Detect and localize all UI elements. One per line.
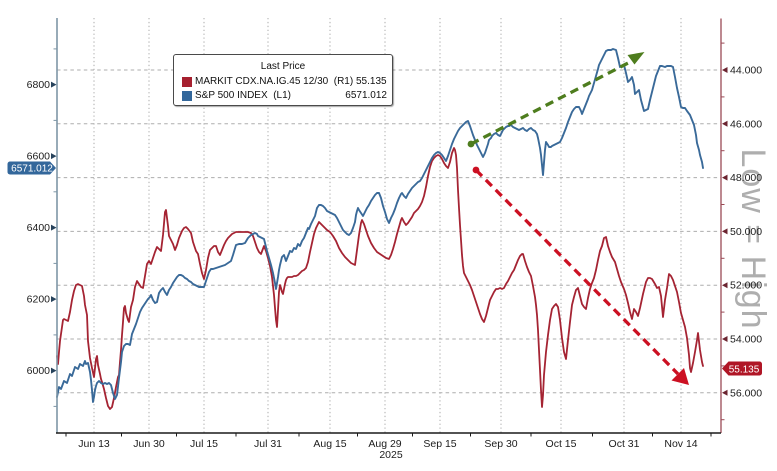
svg-text:48.000: 48.000 (730, 172, 762, 184)
svg-text:Oct 15: Oct 15 (546, 438, 577, 450)
svg-text:Jun 13: Jun 13 (78, 438, 110, 450)
svg-text:Sep 30: Sep 30 (484, 438, 517, 450)
svg-text:Oct 31: Oct 31 (609, 438, 640, 450)
svg-text:6000: 6000 (27, 365, 51, 377)
svg-text:6571.012: 6571.012 (11, 164, 53, 175)
svg-text:2025: 2025 (379, 449, 403, 461)
svg-text:6600: 6600 (27, 151, 51, 163)
svg-text:56.000: 56.000 (730, 387, 762, 399)
svg-text:Aug 15: Aug 15 (313, 438, 346, 450)
svg-text:54.000: 54.000 (730, 334, 762, 346)
svg-text:46.000: 46.000 (730, 118, 762, 130)
svg-text:6200: 6200 (27, 294, 51, 306)
svg-text:Low = High: Low = High (734, 148, 772, 329)
svg-text:55.135: 55.135 (729, 365, 760, 376)
svg-text:44.000: 44.000 (730, 65, 762, 77)
svg-text:Aug 29: Aug 29 (368, 438, 401, 450)
svg-text:Jul 15: Jul 15 (190, 438, 218, 450)
svg-text:Nov 14: Nov 14 (664, 438, 697, 450)
svg-text:6800: 6800 (27, 79, 51, 91)
svg-text:50.000: 50.000 (730, 226, 762, 238)
svg-text:6400: 6400 (27, 222, 51, 234)
svg-text:52.000: 52.000 (730, 280, 762, 292)
svg-text:Jun 30: Jun 30 (133, 438, 165, 450)
svg-text:Jul 31: Jul 31 (254, 438, 282, 450)
svg-text:Sep 15: Sep 15 (423, 438, 456, 450)
